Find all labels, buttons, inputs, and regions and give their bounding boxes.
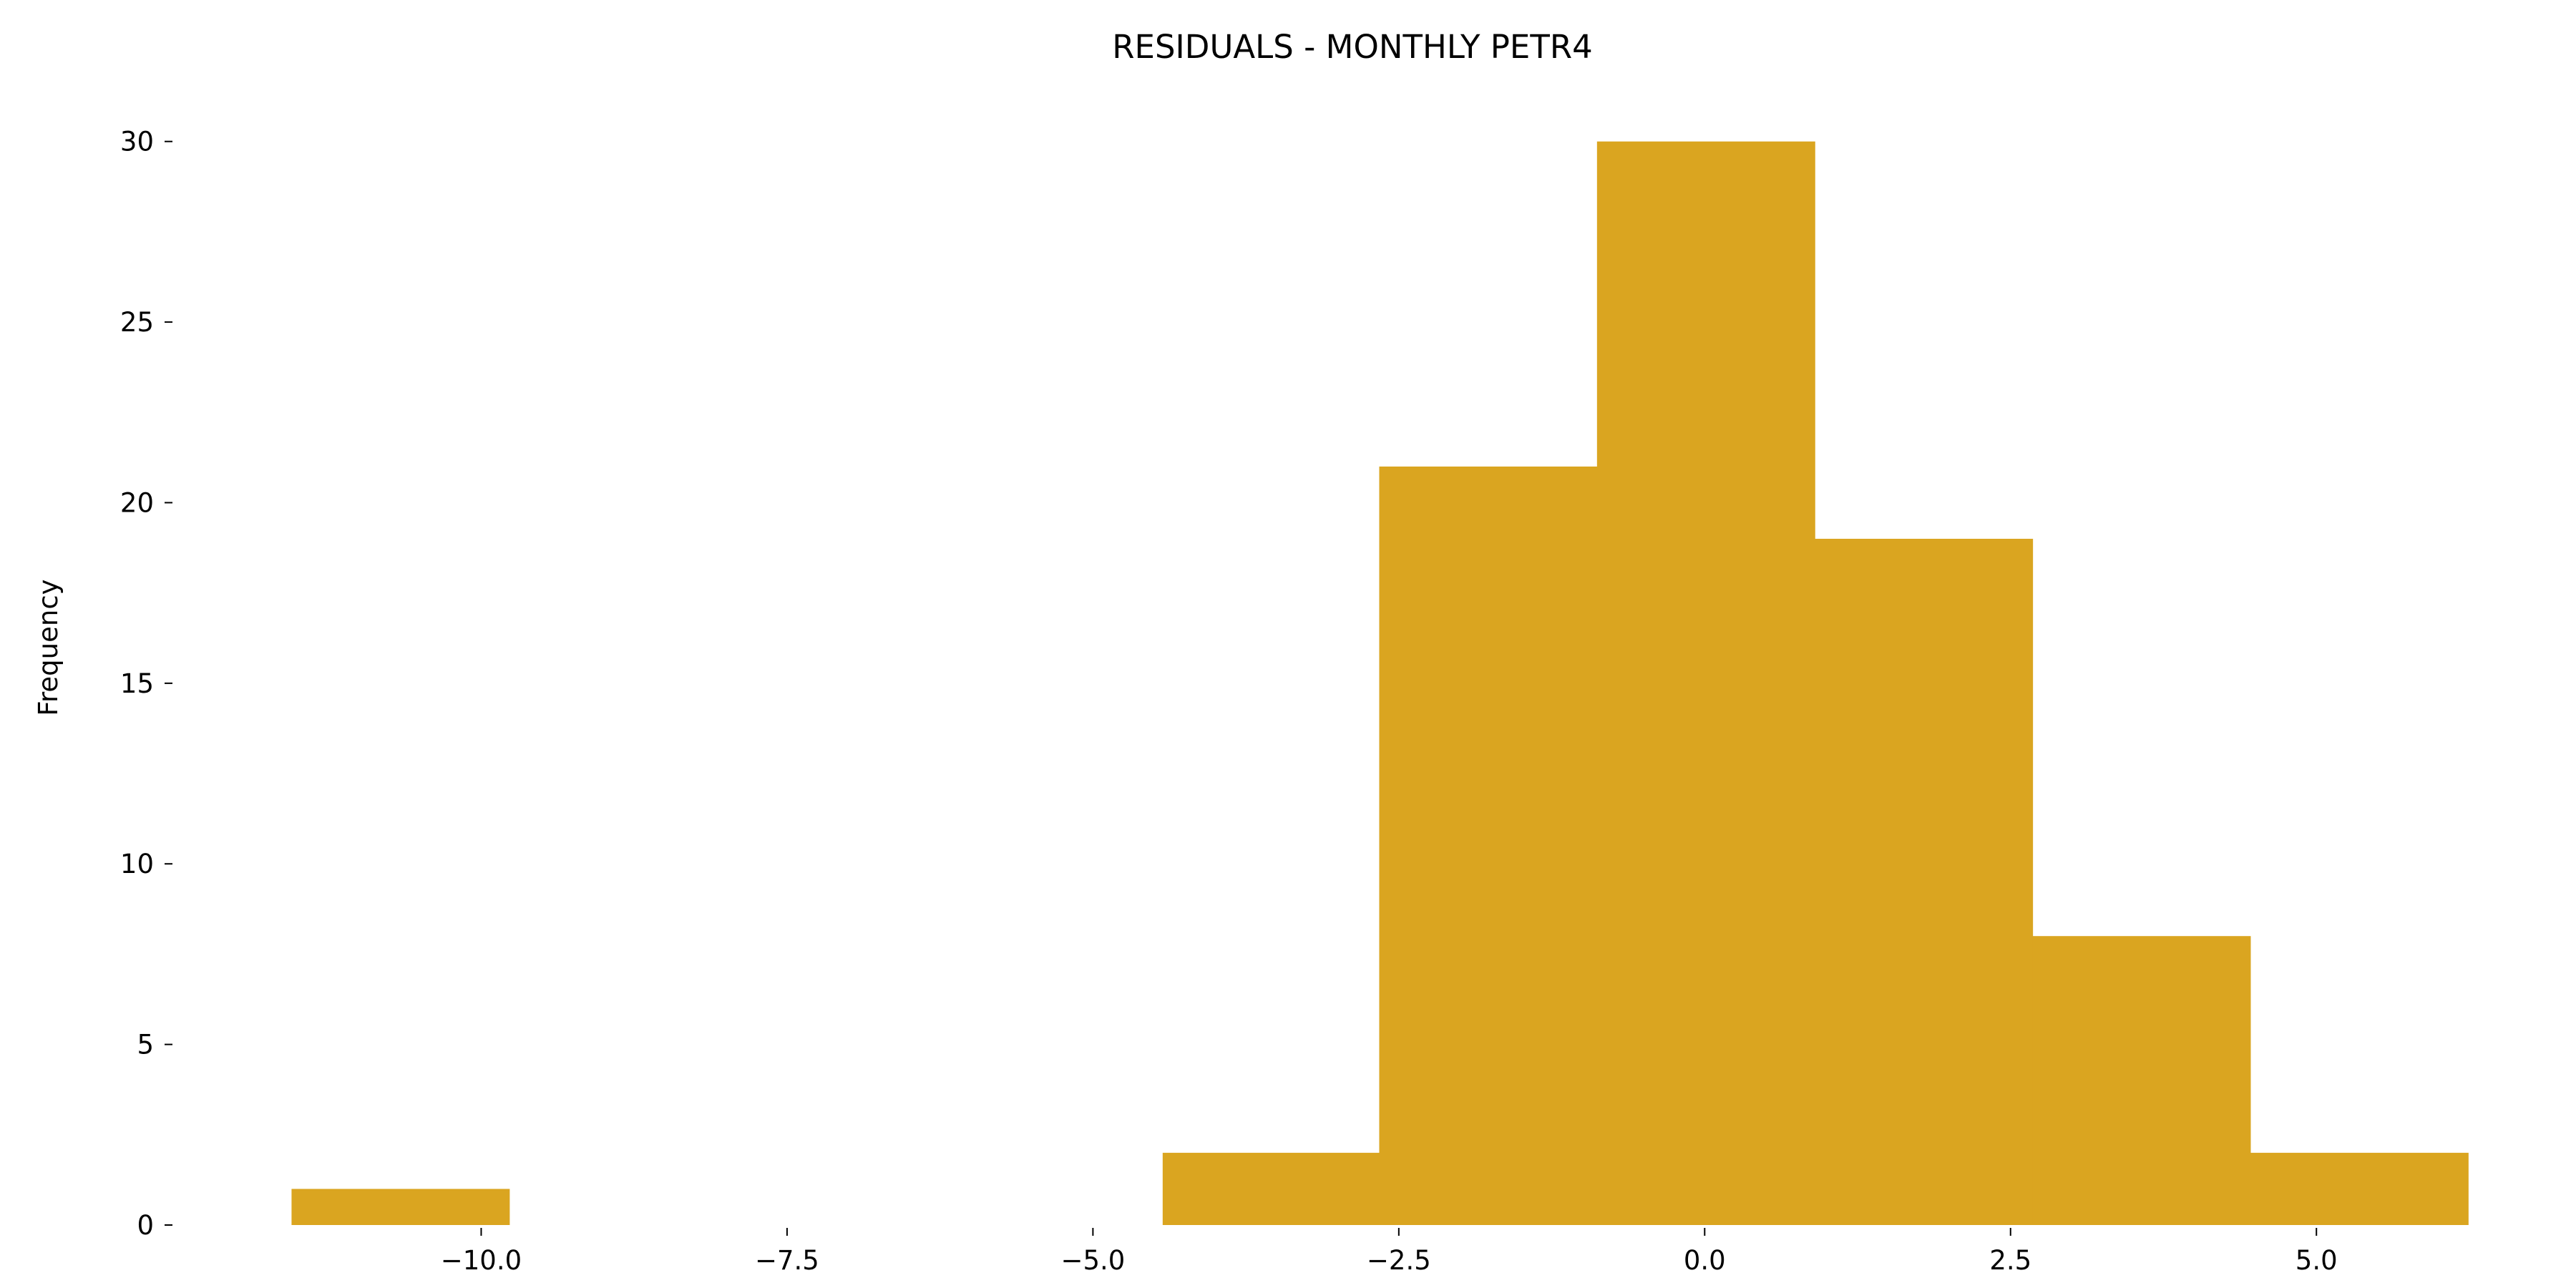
y-tick-label: 10 [120,849,154,879]
histogram-bar [1379,467,1598,1225]
x-tick-label: −2.5 [1367,1245,1431,1276]
y-axis: 0 5 10 15 20 25 30 [120,127,172,1241]
x-tick-label: −5.0 [1060,1245,1125,1276]
x-tick-label: 5.0 [2296,1245,2338,1276]
histogram-bar [1596,141,1815,1226]
histogram-bar [1162,1153,1380,1225]
y-tick-label: 0 [137,1210,154,1241]
y-tick-label: 30 [120,127,154,157]
y-tick-label: 15 [120,668,154,699]
y-axis-title: Frequency [33,579,64,716]
x-tick-label: 0.0 [1684,1245,1726,1276]
x-tick-label: −7.5 [755,1245,819,1276]
x-axis: −10.0 −7.5 −5.0 −2.5 0.0 2.5 5.0 [441,1228,2338,1276]
y-tick-label: 5 [137,1030,154,1060]
chart-title: RESIDUALS - MONTHLY PETR4 [1112,28,1592,66]
histogram-bar [1815,538,2034,1225]
histogram-bar [291,1189,510,1225]
histogram-bar [2250,1153,2469,1225]
histogram-bar [2032,936,2251,1225]
y-tick-label: 25 [120,307,154,338]
x-tick-label: 2.5 [1989,1245,2031,1276]
histogram-bars [291,141,2469,1226]
x-tick-label: −10.0 [441,1245,522,1276]
y-tick-label: 20 [120,487,154,518]
